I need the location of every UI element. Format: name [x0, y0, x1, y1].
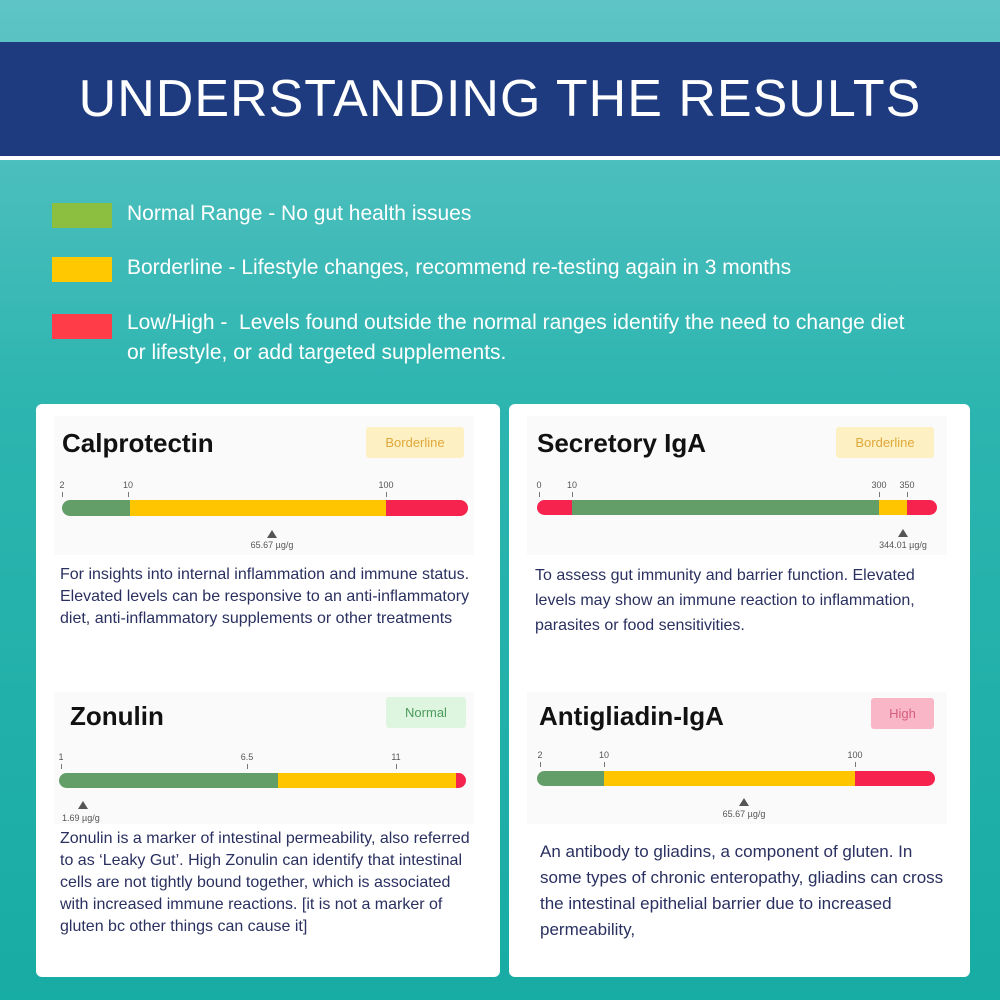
tick-label: 2	[537, 750, 543, 760]
tick-line	[386, 492, 387, 497]
range-bar	[62, 500, 468, 516]
status-badge: Borderline	[366, 427, 464, 458]
description: An antibody to gliadins, a component of …	[540, 842, 944, 939]
range-segment	[59, 773, 278, 788]
range-segment	[62, 500, 130, 516]
status-badge: Borderline	[836, 427, 934, 458]
card-name: Zonulin	[70, 701, 164, 731]
range-segment	[537, 500, 572, 515]
range-segment	[386, 500, 468, 516]
range-bar	[537, 500, 937, 515]
tick-label: 0	[536, 480, 542, 490]
tick-line	[396, 764, 397, 769]
tick-label: 300	[871, 480, 887, 490]
card-name: Secretory IgA	[537, 428, 707, 458]
tick-line	[604, 762, 605, 767]
range-segment	[879, 500, 907, 515]
description: For insights into internal inflammation …	[60, 566, 470, 627]
status-badge: Normal	[386, 697, 466, 728]
marker	[267, 530, 277, 538]
range-bar	[537, 771, 935, 786]
range-segment	[907, 500, 937, 515]
tick-label: 100	[847, 750, 863, 760]
tick-label: 2	[59, 480, 65, 490]
tick-line	[572, 492, 573, 497]
range-segment	[537, 771, 604, 786]
status-badge: High	[871, 698, 934, 729]
range-segment	[278, 773, 456, 788]
tick-label: 10	[598, 750, 610, 760]
swatch-borderline	[52, 257, 112, 282]
card-name: Calprotectin	[62, 428, 214, 458]
swatch-high	[52, 314, 112, 339]
card-name: Antigliadin-IgA	[539, 701, 724, 731]
tick-line	[540, 762, 541, 767]
range-segment	[604, 771, 855, 786]
marker-label: 1.69 µg/g	[62, 813, 100, 823]
marker	[898, 529, 908, 537]
description: Zonulin is a marker of intestinal permea…	[60, 830, 470, 935]
marker	[739, 798, 749, 806]
tick-label: 350	[899, 480, 915, 490]
title: UNDERSTANDING THE RESULTS	[78, 70, 922, 128]
marker	[78, 801, 88, 809]
tick-line	[247, 764, 248, 769]
swatch-normal	[52, 203, 112, 228]
tick-label: 10	[566, 480, 578, 490]
marker-label: 344.01 µg/g	[879, 540, 927, 550]
range-segment	[130, 500, 386, 516]
tick-label: 1	[58, 752, 64, 762]
range-segment	[572, 500, 879, 515]
tick-label: 11	[391, 752, 401, 762]
tick-label: 10	[122, 480, 134, 490]
header-band	[0, 42, 1000, 160]
tick-line	[879, 492, 880, 497]
tick-label: 100	[378, 480, 394, 490]
range-segment	[456, 773, 466, 788]
marker-label: 65.67 µg/g	[250, 540, 294, 550]
tick-line	[61, 764, 62, 769]
tick-line	[907, 492, 908, 497]
legend-text: Borderline - Lifestyle changes, recommen…	[127, 256, 792, 279]
tick-label: 6.5	[240, 752, 254, 762]
tick-line	[539, 492, 540, 497]
legend-text: Low/High - Levels found outside the norm…	[127, 311, 911, 364]
marker-label: 65.67 µg/g	[722, 809, 766, 819]
tick-line	[62, 492, 63, 497]
legend-text: Normal Range - No gut health issues	[127, 202, 472, 225]
range-bar	[59, 773, 466, 788]
tick-line	[128, 492, 129, 497]
tick-line	[855, 762, 856, 767]
description: To assess gut immunity and barrier funct…	[535, 567, 915, 634]
range-segment	[855, 771, 935, 786]
